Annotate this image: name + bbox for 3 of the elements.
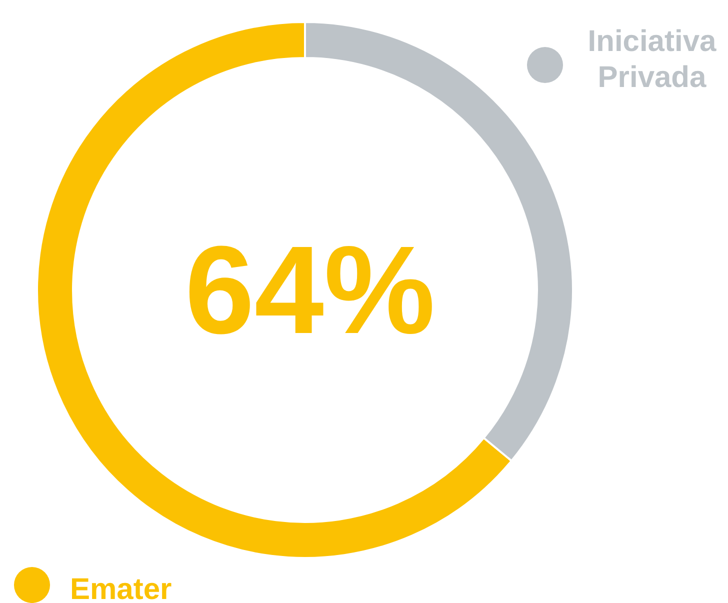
text: 64% (184, 221, 436, 360)
legend-label: Emater (70, 573, 172, 603)
legend-label: Iniciativa Privada (588, 25, 717, 94)
